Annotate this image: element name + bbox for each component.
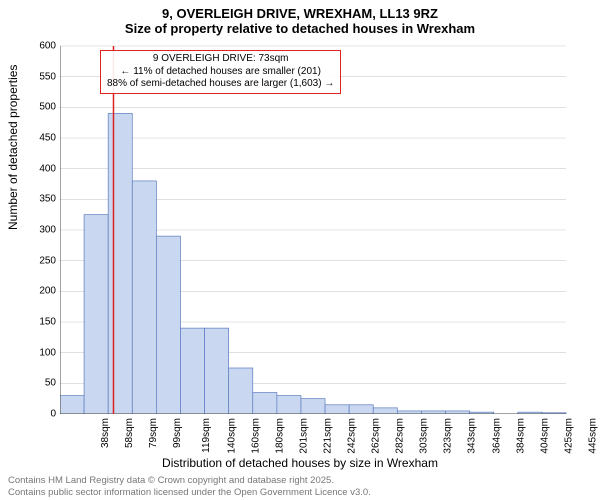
y-tick-label: 450 <box>26 133 56 144</box>
y-tick-label: 350 <box>26 194 56 205</box>
y-tick-label: 100 <box>26 347 56 358</box>
x-tick-label: 425sqm <box>563 418 574 454</box>
x-tick-label: 404sqm <box>539 418 550 454</box>
y-tick-label: 0 <box>26 409 56 420</box>
x-tick-label: 99sqm <box>172 418 183 448</box>
x-tick-label: 140sqm <box>226 418 237 454</box>
y-tick-label: 600 <box>26 41 56 52</box>
x-tick-label: 445sqm <box>588 418 599 454</box>
histogram-plot <box>60 44 570 414</box>
chart-area: 050100150200250300350400450500550600 38s… <box>60 44 570 414</box>
y-tick-label: 50 <box>26 378 56 389</box>
annotation-box: 9 OVERLEIGH DRIVE: 73sqm ← 11% of detach… <box>100 50 341 94</box>
x-tick-label: 262sqm <box>371 418 382 454</box>
x-tick-label: 242sqm <box>347 418 358 454</box>
x-tick-label: 201sqm <box>298 418 309 454</box>
x-tick-label: 343sqm <box>467 418 478 454</box>
x-tick-label: 119sqm <box>201 418 212 453</box>
y-tick-label: 550 <box>26 71 56 82</box>
y-tick-label: 500 <box>26 102 56 113</box>
x-tick-label: 38sqm <box>100 418 111 448</box>
x-tick-label: 79sqm <box>148 418 159 448</box>
x-tick-label: 364sqm <box>491 418 502 454</box>
x-tick-label: 282sqm <box>395 418 406 454</box>
x-tick-label: 58sqm <box>124 418 135 448</box>
y-tick-label: 400 <box>26 163 56 174</box>
y-tick-label: 250 <box>26 255 56 266</box>
x-tick-label: 180sqm <box>274 418 285 454</box>
annotation-line1: 9 OVERLEIGH DRIVE: 73sqm <box>107 53 334 66</box>
y-tick-label: 300 <box>26 225 56 236</box>
footer-line1: Contains HM Land Registry data © Crown c… <box>8 475 371 486</box>
y-tick-label: 150 <box>26 317 56 328</box>
x-tick-label: 323sqm <box>443 418 454 454</box>
x-axis-label: Distribution of detached houses by size … <box>0 456 600 470</box>
x-tick-label: 303sqm <box>419 418 430 454</box>
y-axis-label: Number of detached properties <box>6 65 20 230</box>
y-tick-label: 200 <box>26 286 56 297</box>
title-line2: Size of property relative to detached ho… <box>0 21 600 40</box>
chart-container: 9, OVERLEIGH DRIVE, WREXHAM, LL13 9RZ Si… <box>0 0 600 500</box>
annotation-line2: ← 11% of detached houses are smaller (20… <box>107 66 334 79</box>
x-tick-label: 384sqm <box>515 418 526 454</box>
x-tick-label: 160sqm <box>250 418 261 454</box>
title-line1: 9, OVERLEIGH DRIVE, WREXHAM, LL13 9RZ <box>0 0 600 21</box>
x-tick-label: 221sqm <box>322 418 333 454</box>
footer-line2: Contains public sector information licen… <box>8 487 371 498</box>
footer: Contains HM Land Registry data © Crown c… <box>8 475 371 498</box>
annotation-line3: 88% of semi-detached houses are larger (… <box>107 78 334 91</box>
